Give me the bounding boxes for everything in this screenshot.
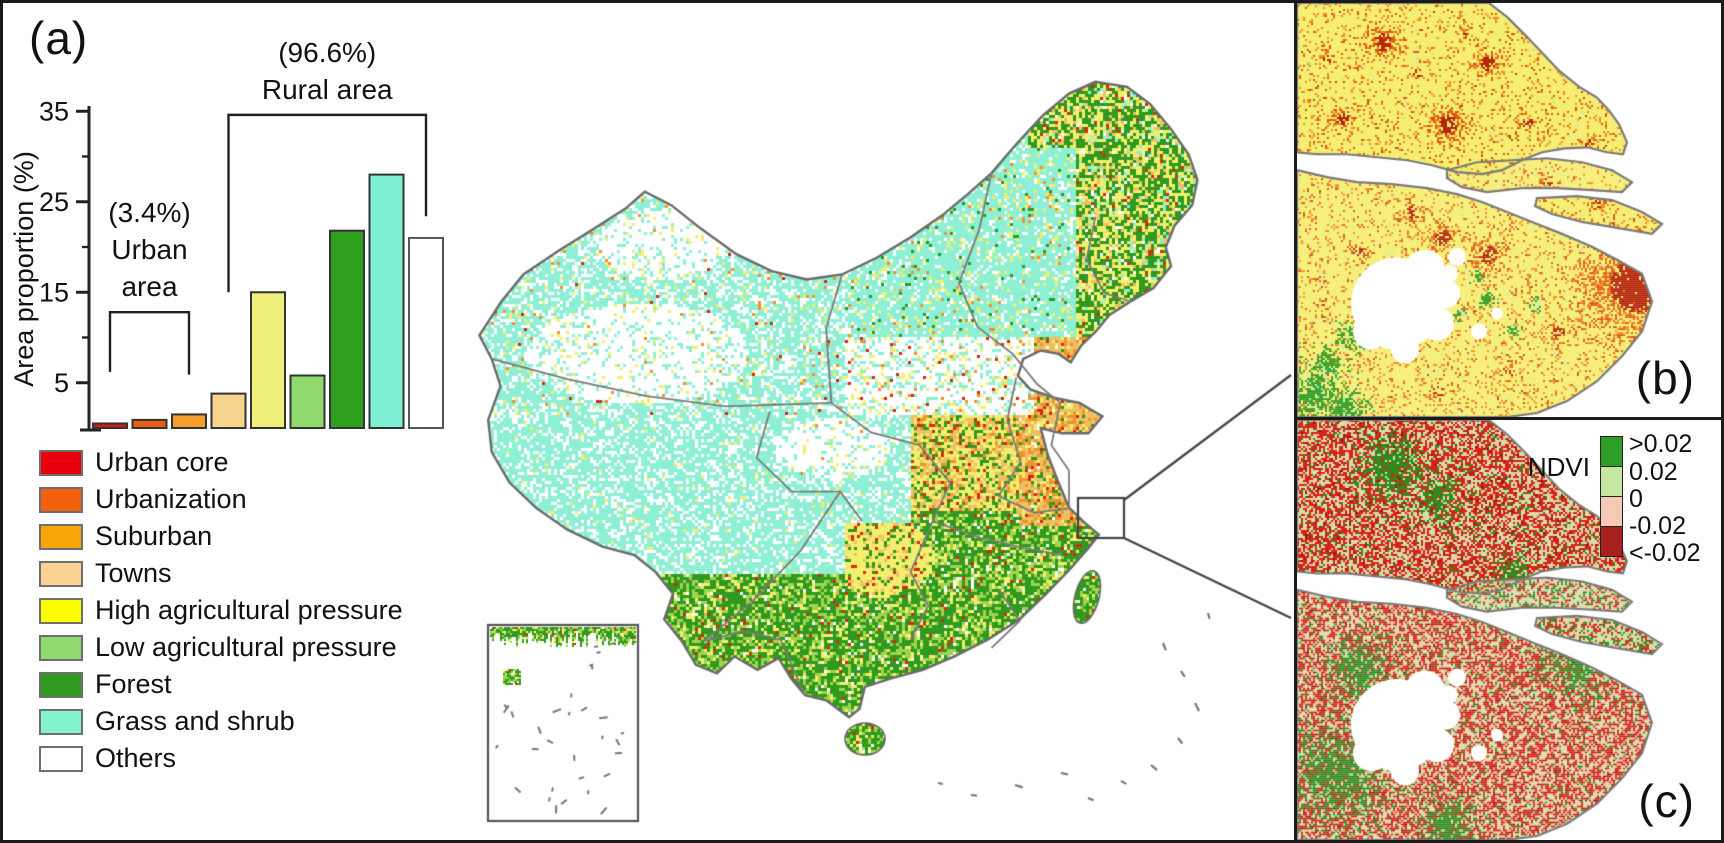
- panel-a-label: (a): [29, 12, 89, 64]
- bar-low-agricultural-pressure: [289, 374, 326, 430]
- ndvi-tick-label: <-0.02: [1629, 539, 1701, 567]
- legend-label: Urbanization: [95, 484, 247, 514]
- y-tick-label: 5: [54, 368, 69, 398]
- bar-suburban: [171, 413, 207, 429]
- ndvi-tick-label: -0.02: [1629, 512, 1686, 540]
- legend-swatch: [39, 671, 83, 698]
- panel-b-label: (b): [1635, 352, 1695, 404]
- ndvi-segment: [1601, 497, 1622, 527]
- yangtze-delta-ndvi-map: [1297, 420, 1721, 840]
- ndvi-legend: NDVI >0.02 0.02 0 -0.02 <-0.02: [1527, 430, 1715, 568]
- legend-item-grass-and-shrub: Grass and shrub: [39, 703, 403, 740]
- legend-item-others: Others: [39, 740, 403, 777]
- ndvi-segment: [1601, 437, 1622, 467]
- land-class-legend: Urban core Urbanization Suburban Towns High …: [39, 444, 403, 777]
- annotation-text: area: [121, 271, 177, 302]
- legend-label: Towns: [95, 558, 172, 588]
- ndvi-legend-title: NDVI: [1527, 452, 1590, 482]
- bar-high-agricultural-pressure: [250, 291, 286, 429]
- legend-label: Others: [95, 743, 177, 773]
- panel-b: (b): [1297, 3, 1721, 420]
- ndvi-tick-label: >0.02: [1629, 430, 1693, 458]
- ndvi-segment: [1601, 527, 1622, 556]
- bar-others: [408, 236, 444, 429]
- ndvi-tick-label: 0.02: [1629, 458, 1678, 486]
- legend-swatch: [39, 708, 83, 735]
- legend-swatch: [39, 523, 83, 550]
- bar-urban-core: [92, 422, 128, 430]
- y-tick-label: 25: [39, 187, 69, 217]
- legend-label: Grass and shrub: [95, 706, 295, 736]
- y-tick-label: 35: [39, 96, 69, 126]
- annotation-text: Urban: [111, 234, 187, 265]
- ndvi-colorbar: [1600, 436, 1623, 557]
- panel-c-label: (c): [1638, 775, 1695, 827]
- legend-label: Urban core: [95, 447, 229, 477]
- legend-swatch: [39, 449, 83, 476]
- y-axis-title: Area proportion (%): [9, 151, 39, 387]
- legend-item-towns: Towns: [39, 555, 403, 592]
- ndvi-colorbar-labels: >0.02 0.02 0 -0.02 <-0.02: [1629, 430, 1715, 568]
- annotation-text: (3.4%): [108, 197, 190, 228]
- legend-label: Suburban: [95, 521, 213, 551]
- legend-item-high-agricultural-pressure: High agricultural pressure: [39, 592, 403, 629]
- legend-item-low-agricultural-pressure: Low agricultural pressure: [39, 629, 403, 666]
- annotation-text: (96.6%): [278, 37, 376, 68]
- legend-swatch: [39, 560, 83, 587]
- legend-item-forest: Forest: [39, 666, 403, 703]
- annotation-bracket: [227, 113, 428, 293]
- ndvi-tick-label: 0: [1629, 485, 1643, 513]
- legend-label: Forest: [95, 669, 172, 699]
- legend-item-urban-core: Urban core: [39, 444, 403, 481]
- panel-c: NDVI >0.02 0.02 0 -0.02 <-0.02 (c): [1297, 420, 1721, 840]
- legend-swatch: [39, 745, 83, 772]
- annotation-text: Rural area: [262, 74, 393, 105]
- legend-item-suburban: Suburban: [39, 518, 403, 555]
- bar-forest: [329, 229, 365, 429]
- bar-towns: [210, 392, 247, 429]
- y-tick-label: 15: [39, 277, 69, 307]
- bar-grass-and-shrub: [368, 173, 405, 429]
- legend-swatch: [39, 597, 83, 624]
- ndvi-segment: [1601, 467, 1622, 497]
- panel-a: 5 15 25 35 Area proportion (%) (3.4%) Urban are…: [3, 3, 1297, 840]
- legend-label: High agricultural pressure: [95, 595, 403, 625]
- legend-label: Low agricultural pressure: [95, 632, 397, 662]
- legend-swatch: [39, 486, 83, 513]
- bar-urbanization: [131, 418, 168, 430]
- yangtze-delta-landclass-map: [1297, 3, 1721, 417]
- legend-item-urbanization: Urbanization: [39, 481, 403, 518]
- legend-swatch: [39, 634, 83, 661]
- annotation-bracket: [108, 310, 191, 375]
